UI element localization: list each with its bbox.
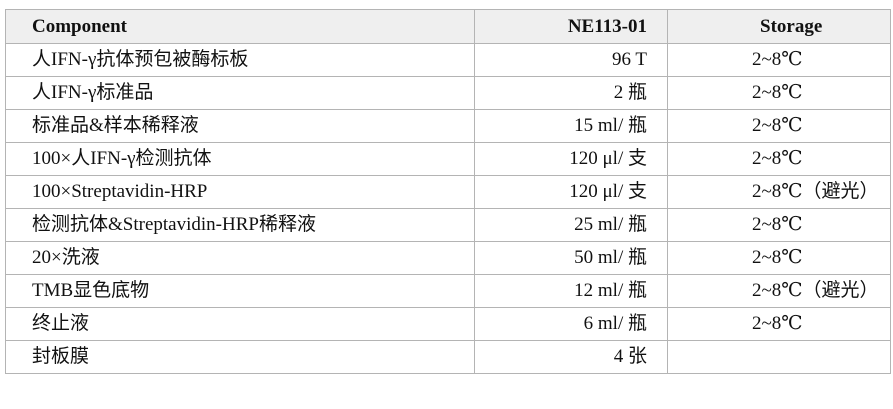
table-row: 封板膜 4 张 <box>5 340 891 374</box>
header-storage: Storage <box>667 9 891 44</box>
component-cell: 100×人IFN-γ检测抗体 <box>5 142 475 176</box>
storage-cell: 2~8℃ <box>667 43 891 77</box>
storage-cell: 2~8℃ <box>667 307 891 341</box>
quantity-cell: 15 ml/ 瓶 <box>474 109 668 143</box>
storage-cell: 2~8℃（避光） <box>667 274 891 308</box>
components-table: Component NE113-01 Storage 人IFN-γ抗体预包被酶标… <box>5 9 891 374</box>
component-cell: 人IFN-γ抗体预包被酶标板 <box>5 43 475 77</box>
header-component: Component <box>5 9 475 44</box>
component-cell: 标准品&样本稀释液 <box>5 109 475 143</box>
storage-cell: 2~8℃（避光） <box>667 175 891 209</box>
storage-cell: 2~8℃ <box>667 109 891 143</box>
quantity-cell: 120 μl/ 支 <box>474 175 668 209</box>
storage-cell: 2~8℃ <box>667 142 891 176</box>
storage-cell: 2~8℃ <box>667 208 891 242</box>
component-cell: 检测抗体&Streptavidin-HRP稀释液 <box>5 208 475 242</box>
storage-cell: 2~8℃ <box>667 76 891 110</box>
component-cell: 20×洗液 <box>5 241 475 275</box>
table-row: 100×Streptavidin-HRP 120 μl/ 支 2~8℃（避光） <box>5 175 891 209</box>
quantity-cell: 12 ml/ 瓶 <box>474 274 668 308</box>
table-row: 标准品&样本稀释液 15 ml/ 瓶 2~8℃ <box>5 109 891 143</box>
table-row: TMB显色底物 12 ml/ 瓶 2~8℃（避光） <box>5 274 891 308</box>
table-row: 20×洗液 50 ml/ 瓶 2~8℃ <box>5 241 891 275</box>
quantity-cell: 4 张 <box>474 340 668 374</box>
header-catalog: NE113-01 <box>474 9 668 44</box>
table-row: 人IFN-γ抗体预包被酶标板 96 T 2~8℃ <box>5 43 891 77</box>
component-cell: TMB显色底物 <box>5 274 475 308</box>
quantity-cell: 50 ml/ 瓶 <box>474 241 668 275</box>
component-cell: 封板膜 <box>5 340 475 374</box>
quantity-cell: 2 瓶 <box>474 76 668 110</box>
quantity-cell: 120 μl/ 支 <box>474 142 668 176</box>
table-row: 终止液 6 ml/ 瓶 2~8℃ <box>5 307 891 341</box>
table-row: 100×人IFN-γ检测抗体 120 μl/ 支 2~8℃ <box>5 142 891 176</box>
table-row: 检测抗体&Streptavidin-HRP稀释液 25 ml/ 瓶 2~8℃ <box>5 208 891 242</box>
quantity-cell: 6 ml/ 瓶 <box>474 307 668 341</box>
table-row: 人IFN-γ标准品 2 瓶 2~8℃ <box>5 76 891 110</box>
storage-cell: 2~8℃ <box>667 241 891 275</box>
component-cell: 终止液 <box>5 307 475 341</box>
storage-cell <box>667 340 891 374</box>
quantity-cell: 96 T <box>474 43 668 77</box>
table-header-row: Component NE113-01 Storage <box>5 9 891 44</box>
quantity-cell: 25 ml/ 瓶 <box>474 208 668 242</box>
component-cell: 100×Streptavidin-HRP <box>5 175 475 209</box>
component-cell: 人IFN-γ标准品 <box>5 76 475 110</box>
